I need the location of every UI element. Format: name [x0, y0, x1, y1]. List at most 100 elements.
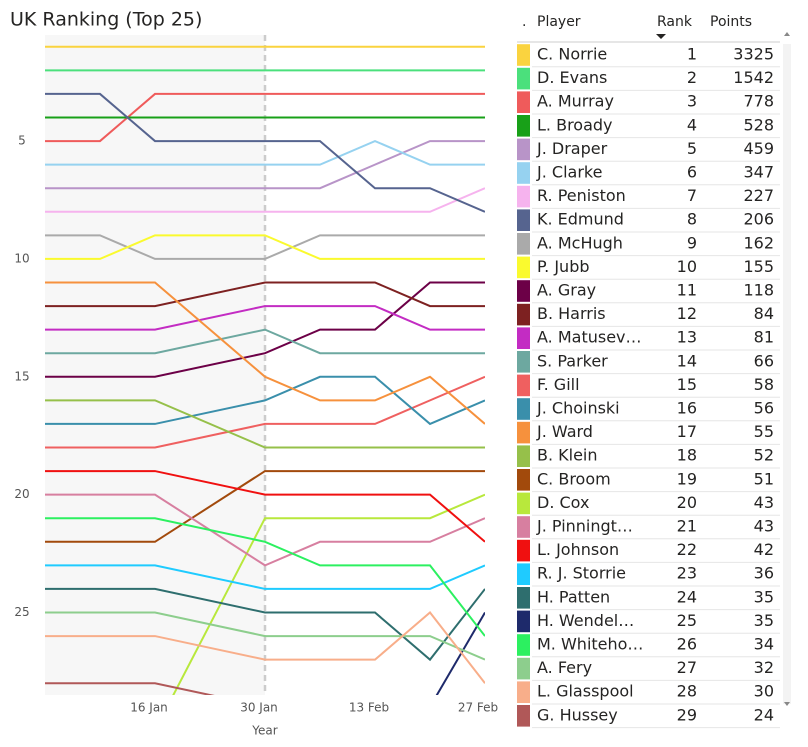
- series-line: [45, 682, 215, 695]
- rank-cell: 25: [677, 611, 697, 630]
- y-tick-label: 25: [14, 605, 29, 619]
- color-swatch: [517, 610, 530, 633]
- sort-arrow[interactable]: [656, 34, 666, 39]
- player-name: C. Norrie: [537, 45, 607, 64]
- series-line: [172, 493, 485, 695]
- player-name: B. Klein: [537, 446, 598, 465]
- rank-cell: 29: [677, 705, 697, 724]
- player-name: L. Johnson: [537, 540, 619, 559]
- scrollbar[interactable]: [783, 44, 791, 704]
- color-swatch: [517, 256, 530, 279]
- rank-cell: 8: [687, 210, 697, 229]
- color-swatch: [517, 445, 530, 467]
- column-header[interactable]: .: [522, 14, 526, 30]
- points-cell: 206: [743, 210, 774, 229]
- points-cell: 52: [754, 446, 774, 465]
- rank-cell: 28: [677, 682, 697, 701]
- player-name: J. Choinski: [536, 399, 620, 418]
- points-cell: 34: [754, 635, 774, 654]
- rank-cell: 22: [677, 540, 697, 559]
- color-swatch: [517, 162, 530, 184]
- points-cell: 528: [743, 115, 774, 134]
- y-tick-label: 10: [14, 251, 29, 265]
- shaded-period: [45, 35, 265, 695]
- player-name: J. Pinningt…: [536, 517, 633, 536]
- player-name: A. Gray: [537, 281, 596, 300]
- points-cell: 84: [754, 304, 774, 323]
- points-cell: 778: [743, 92, 774, 111]
- points-cell: 55: [754, 422, 774, 441]
- color-swatch: [517, 469, 530, 491]
- y-tick-label: 15: [14, 369, 29, 383]
- points-cell: 42: [754, 540, 774, 559]
- series-line: [45, 564, 485, 590]
- rank-cell: 9: [687, 233, 697, 252]
- plot-area: [45, 35, 485, 695]
- series-line: [45, 187, 485, 213]
- player-name: S. Parker: [537, 351, 608, 370]
- series-line: [45, 611, 485, 661]
- color-swatch: [517, 209, 530, 231]
- rank-cell: 23: [677, 564, 697, 583]
- color-swatch: [517, 634, 530, 656]
- points-cell: 32: [754, 658, 774, 677]
- rank-cell: 16: [677, 399, 697, 418]
- rank-cell: 4: [687, 115, 697, 134]
- points-cell: 66: [754, 351, 774, 370]
- series-line: [45, 281, 485, 308]
- points-cell: 1542: [733, 68, 774, 87]
- color-swatch: [517, 303, 530, 326]
- points-cell: 347: [743, 163, 774, 182]
- y-tick-label: 5: [18, 134, 26, 148]
- player-name: H. Wendel…: [537, 611, 634, 630]
- points-cell: 459: [743, 139, 774, 158]
- color-swatch: [517, 587, 530, 609]
- player-name: R. J. Storrie: [537, 564, 626, 583]
- rank-cell: 3: [687, 92, 697, 111]
- color-swatch: [517, 563, 530, 585]
- column-header[interactable]: Rank: [657, 14, 693, 30]
- points-cell: 36: [754, 564, 774, 583]
- player-name: L. Broady: [537, 115, 613, 134]
- color-swatch: [517, 516, 530, 538]
- points-cell: 43: [754, 517, 774, 536]
- series-line: [45, 517, 485, 637]
- points-cell: 43: [754, 493, 774, 512]
- player-name: J. Clarke: [536, 163, 602, 182]
- rank-cell: 21: [677, 517, 697, 536]
- series-line: [45, 375, 485, 449]
- color-swatch: [517, 138, 530, 161]
- player-name: B. Harris: [537, 304, 606, 323]
- rank-cell: 10: [677, 257, 697, 276]
- series-line: [45, 470, 485, 543]
- player-name: R. Peniston: [537, 186, 626, 205]
- x-tick-label: 13 Feb: [349, 701, 389, 715]
- rank-cell: 19: [677, 469, 697, 488]
- player-name: M. Whiteho…: [537, 635, 643, 654]
- points-cell: 162: [743, 233, 774, 252]
- color-swatch: [517, 374, 530, 397]
- rank-cell: 1: [687, 45, 697, 64]
- x-axis-title: Year: [251, 724, 277, 738]
- chart-title: UK Ranking (Top 25): [10, 9, 202, 31]
- player-name: A. Matusev…: [537, 328, 642, 347]
- player-name: K. Edmund: [537, 210, 624, 229]
- color-swatch: [517, 115, 530, 137]
- series-line: [45, 470, 485, 543]
- points-cell: 35: [754, 587, 774, 606]
- series-line: [45, 92, 485, 213]
- rank-cell: 5: [687, 139, 697, 158]
- player-name: A. McHugh: [537, 233, 623, 252]
- column-header[interactable]: Player: [537, 14, 581, 30]
- color-swatch: [517, 492, 530, 515]
- points-cell: 30: [754, 682, 774, 701]
- points-cell: 3325: [733, 45, 774, 64]
- color-swatch: [517, 351, 530, 373]
- series-line: [45, 305, 485, 331]
- x-tick-label: 30 Jan: [240, 701, 278, 715]
- color-swatch: [517, 421, 530, 444]
- player-name: H. Patten: [537, 587, 610, 606]
- column-header[interactable]: Points: [710, 14, 752, 30]
